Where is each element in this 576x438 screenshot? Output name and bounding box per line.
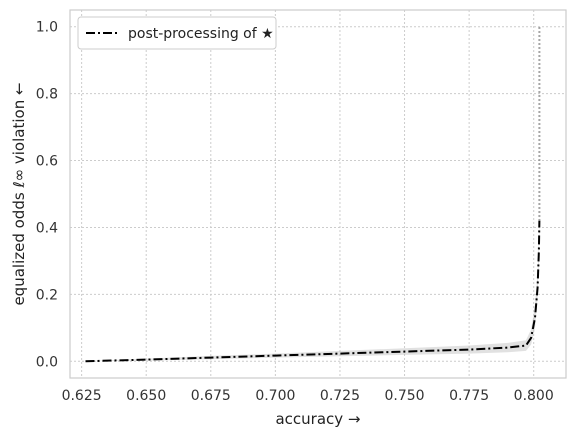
x-tick-label: 0.650 — [126, 388, 166, 404]
plot-frame — [69, 9, 567, 379]
confidence-band-area — [85, 214, 540, 362]
y-tick-label: 0.6 — [36, 154, 58, 170]
series-lines — [85, 26, 541, 363]
x-tick-label: 0.750 — [384, 388, 424, 404]
x-tick-label: 0.625 — [62, 388, 102, 404]
confidence-band — [85, 214, 540, 362]
y-tick-label: 1.0 — [36, 20, 58, 36]
x-tick-label: 0.725 — [320, 388, 360, 404]
x-axis-label: accuracy → — [275, 410, 360, 428]
x-tick-label: 0.700 — [255, 388, 295, 404]
x-tick-label: 0.775 — [449, 388, 489, 404]
plot-background — [70, 10, 566, 378]
legend-box — [77, 16, 277, 50]
y-tick-label: 0.4 — [36, 220, 58, 236]
y-tick-label: 0.0 — [36, 354, 58, 370]
y-axis-label: equalized odds ℓ∞ violation ← — [10, 82, 28, 305]
x-tick-label: 0.800 — [514, 388, 554, 404]
y-axis-ticks: 0.0 0.2 0.4 0.6 0.8 1.0 — [36, 20, 58, 371]
grid — [70, 10, 566, 378]
legend-label: post-processing of ★ — [128, 26, 274, 42]
y-tick-label: 0.2 — [36, 287, 58, 303]
x-axis-ticks: 0.625 0.650 0.675 0.700 0.725 0.750 0.775 0.800 — [62, 388, 554, 404]
x-tick-label: 0.675 — [191, 388, 231, 404]
legend: post-processing of ★ — [77, 16, 277, 50]
y-tick-label: 0.8 — [36, 87, 58, 103]
series-line — [85, 220, 541, 363]
